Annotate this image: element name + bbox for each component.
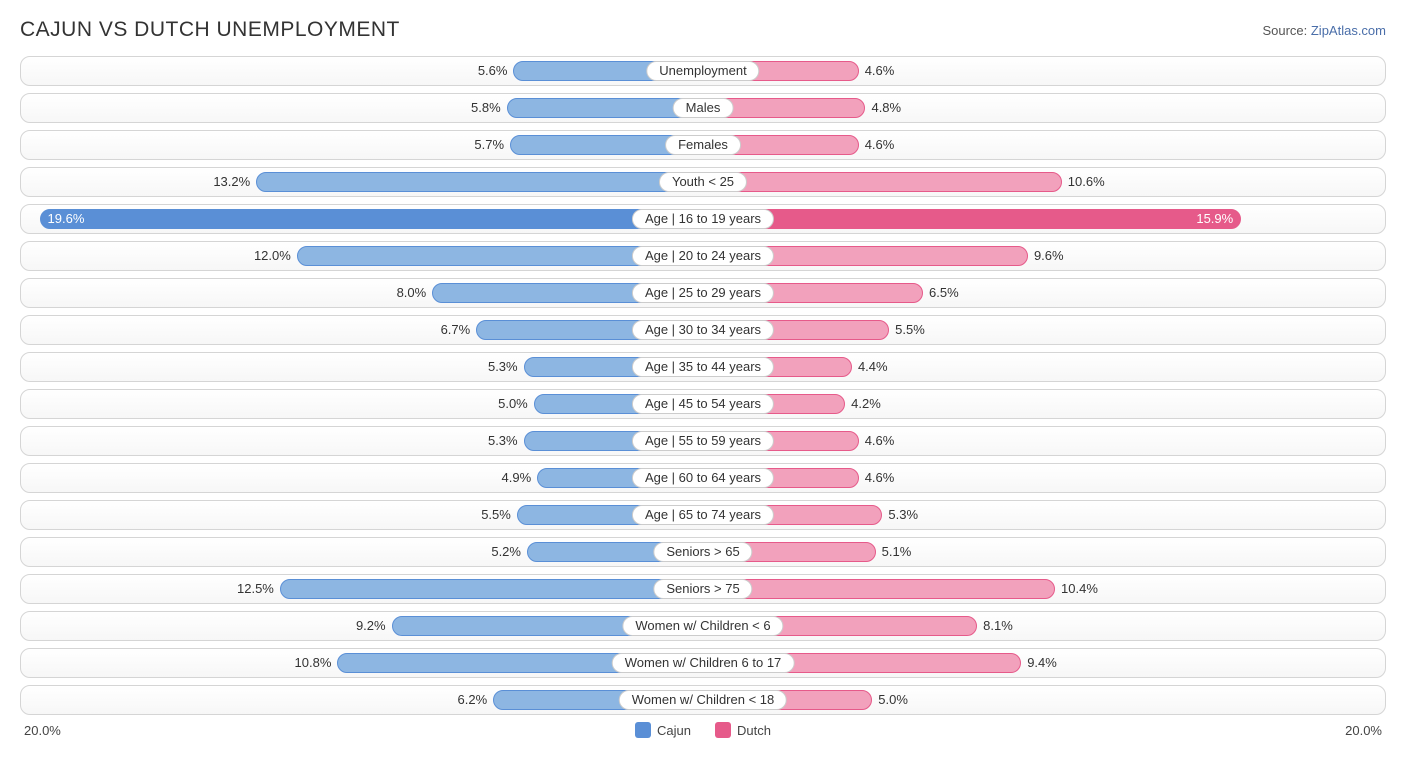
bar-value-cajun: 6.7% [435, 320, 477, 340]
category-label: Age | 45 to 54 years [632, 394, 774, 414]
chart-row: 5.0% 4.2% Age | 45 to 54 years [20, 389, 1386, 419]
bar-value-dutch: 4.6% [859, 431, 901, 451]
bar-value-cajun: 5.8% [465, 98, 507, 118]
chart-row: 5.8% 4.8% Males [20, 93, 1386, 123]
axis-row: 20.0% Cajun Dutch 20.0% [20, 722, 1386, 738]
bar-value-cajun: 5.3% [482, 431, 524, 451]
bar-value-cajun: 5.7% [468, 135, 510, 155]
bar-value-dutch: 4.6% [859, 468, 901, 488]
axis-right-label: 20.0% [1345, 723, 1382, 738]
legend-item-left: Cajun [635, 722, 691, 738]
chart-row: 5.6% 4.6% Unemployment [20, 56, 1386, 86]
chart-row: 5.3% 4.6% Age | 55 to 59 years [20, 426, 1386, 456]
category-label: Males [673, 98, 734, 118]
bar-value-cajun: 9.2% [350, 616, 392, 636]
legend-swatch-dutch [715, 722, 731, 738]
category-label: Age | 35 to 44 years [632, 357, 774, 377]
category-label: Females [665, 135, 741, 155]
category-label: Age | 65 to 74 years [632, 505, 774, 525]
category-label: Age | 60 to 64 years [632, 468, 774, 488]
bar-value-dutch: 4.2% [845, 394, 887, 414]
category-label: Age | 20 to 24 years [632, 246, 774, 266]
bar-value-cajun: 5.6% [472, 61, 514, 81]
category-label: Seniors > 65 [653, 542, 752, 562]
chart-legend: Cajun Dutch [635, 722, 771, 738]
category-label: Women w/ Children < 18 [619, 690, 787, 710]
bar-cajun [256, 172, 703, 192]
chart-row: 9.2% 8.1% Women w/ Children < 6 [20, 611, 1386, 641]
chart-source: Source: ZipAtlas.com [1262, 23, 1386, 38]
source-link[interactable]: ZipAtlas.com [1311, 23, 1386, 38]
bar-value-dutch: 5.3% [882, 505, 924, 525]
category-label: Unemployment [646, 61, 759, 81]
category-label: Seniors > 75 [653, 579, 752, 599]
chart-row: 6.2% 5.0% Women w/ Children < 18 [20, 685, 1386, 715]
category-label: Age | 16 to 19 years [632, 209, 774, 229]
bar-value-dutch: 4.4% [852, 357, 894, 377]
chart-row: 4.9% 4.6% Age | 60 to 64 years [20, 463, 1386, 493]
bar-dutch [703, 209, 1241, 229]
source-label: Source: [1262, 23, 1310, 38]
bar-value-cajun: 5.5% [475, 505, 517, 525]
legend-label-cajun: Cajun [657, 723, 691, 738]
bar-value-dutch: 15.9% [1188, 209, 1241, 229]
chart-row: 5.3% 4.4% Age | 35 to 44 years [20, 352, 1386, 382]
bar-cajun [280, 579, 703, 599]
legend-swatch-cajun [635, 722, 651, 738]
bar-value-cajun: 12.0% [248, 246, 297, 266]
bar-value-dutch: 9.6% [1028, 246, 1070, 266]
bar-value-cajun: 5.3% [482, 357, 524, 377]
bar-value-cajun: 12.5% [231, 579, 280, 599]
bar-cajun [40, 209, 703, 229]
bar-value-dutch: 4.6% [859, 135, 901, 155]
chart-row: 12.5% 10.4% Seniors > 75 [20, 574, 1386, 604]
chart-row: 5.5% 5.3% Age | 65 to 74 years [20, 500, 1386, 530]
bar-value-dutch: 6.5% [923, 283, 965, 303]
bar-value-dutch: 4.6% [859, 61, 901, 81]
chart-row: 5.7% 4.6% Females [20, 130, 1386, 160]
legend-item-right: Dutch [715, 722, 771, 738]
category-label: Age | 55 to 59 years [632, 431, 774, 451]
bar-value-dutch: 4.8% [865, 98, 907, 118]
bar-value-cajun: 6.2% [452, 690, 494, 710]
category-label: Women w/ Children < 6 [622, 616, 783, 636]
chart-row: 6.7% 5.5% Age | 30 to 34 years [20, 315, 1386, 345]
bar-value-cajun: 5.0% [492, 394, 534, 414]
axis-left-label: 20.0% [24, 723, 61, 738]
chart-title: CAJUN VS DUTCH UNEMPLOYMENT [20, 18, 400, 42]
bar-value-dutch: 5.5% [889, 320, 931, 340]
bar-value-dutch: 10.4% [1055, 579, 1104, 599]
bar-value-dutch: 8.1% [977, 616, 1019, 636]
chart-row: 8.0% 6.5% Age | 25 to 29 years [20, 278, 1386, 308]
legend-label-dutch: Dutch [737, 723, 771, 738]
chart-row: 19.6% 15.9% Age | 16 to 19 years [20, 204, 1386, 234]
bar-value-cajun: 5.2% [485, 542, 527, 562]
category-label: Age | 30 to 34 years [632, 320, 774, 340]
category-label: Age | 25 to 29 years [632, 283, 774, 303]
chart-row: 13.2% 10.6% Youth < 25 [20, 167, 1386, 197]
chart-row: 12.0% 9.6% Age | 20 to 24 years [20, 241, 1386, 271]
bar-value-dutch: 5.1% [876, 542, 918, 562]
bar-value-cajun: 8.0% [391, 283, 433, 303]
bar-dutch [703, 579, 1055, 599]
category-label: Women w/ Children 6 to 17 [612, 653, 795, 673]
diverging-bar-chart: 5.6% 4.6% Unemployment 5.8% 4.8% Males 5.7% 4.6… [20, 56, 1386, 715]
category-label: Youth < 25 [659, 172, 747, 192]
chart-row: 10.8% 9.4% Women w/ Children 6 to 17 [20, 648, 1386, 678]
bar-value-dutch: 10.6% [1062, 172, 1111, 192]
bar-value-cajun: 19.6% [40, 209, 93, 229]
chart-header: CAJUN VS DUTCH UNEMPLOYMENT Source: ZipA… [20, 18, 1386, 42]
bar-value-cajun: 10.8% [289, 653, 338, 673]
bar-value-dutch: 5.0% [872, 690, 914, 710]
chart-row: 5.2% 5.1% Seniors > 65 [20, 537, 1386, 567]
bar-value-cajun: 13.2% [207, 172, 256, 192]
bar-value-cajun: 4.9% [496, 468, 538, 488]
bar-value-dutch: 9.4% [1021, 653, 1063, 673]
bar-dutch [703, 172, 1062, 192]
